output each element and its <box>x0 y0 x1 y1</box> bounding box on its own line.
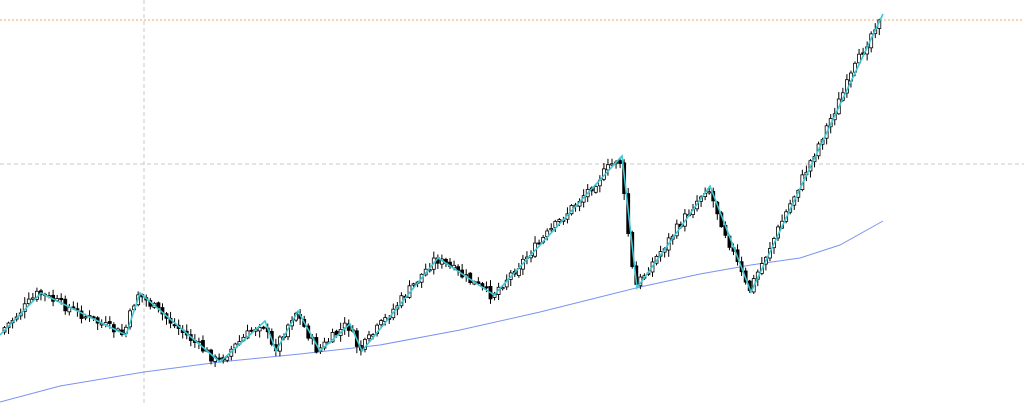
candle-body <box>59 297 64 301</box>
candle-body <box>217 357 222 360</box>
candle-body <box>411 283 416 286</box>
candle-body <box>367 334 371 340</box>
candle-body <box>75 308 80 311</box>
candle-body <box>334 330 339 336</box>
candle-body <box>593 186 598 193</box>
zigzag-line <box>0 13 884 364</box>
candle-body <box>618 160 622 164</box>
candle-body <box>557 219 562 222</box>
candle-body <box>330 332 335 343</box>
zigzag-path <box>0 13 884 364</box>
candle-body <box>107 321 112 324</box>
candle-body <box>257 327 262 332</box>
candle-body <box>79 310 84 319</box>
candle-body <box>379 320 384 326</box>
moving-average-path <box>0 220 884 403</box>
moving-average-line <box>0 220 884 403</box>
candle-body <box>225 356 230 361</box>
candle-body <box>30 297 35 300</box>
candle-body <box>26 298 31 305</box>
candle-body <box>549 228 554 231</box>
candle-body <box>83 316 88 319</box>
candle-body <box>484 286 489 289</box>
candle-body <box>606 164 610 171</box>
candles <box>2 18 882 367</box>
candle-body <box>261 326 266 329</box>
candle-body <box>707 191 712 194</box>
candle-body <box>245 330 250 339</box>
